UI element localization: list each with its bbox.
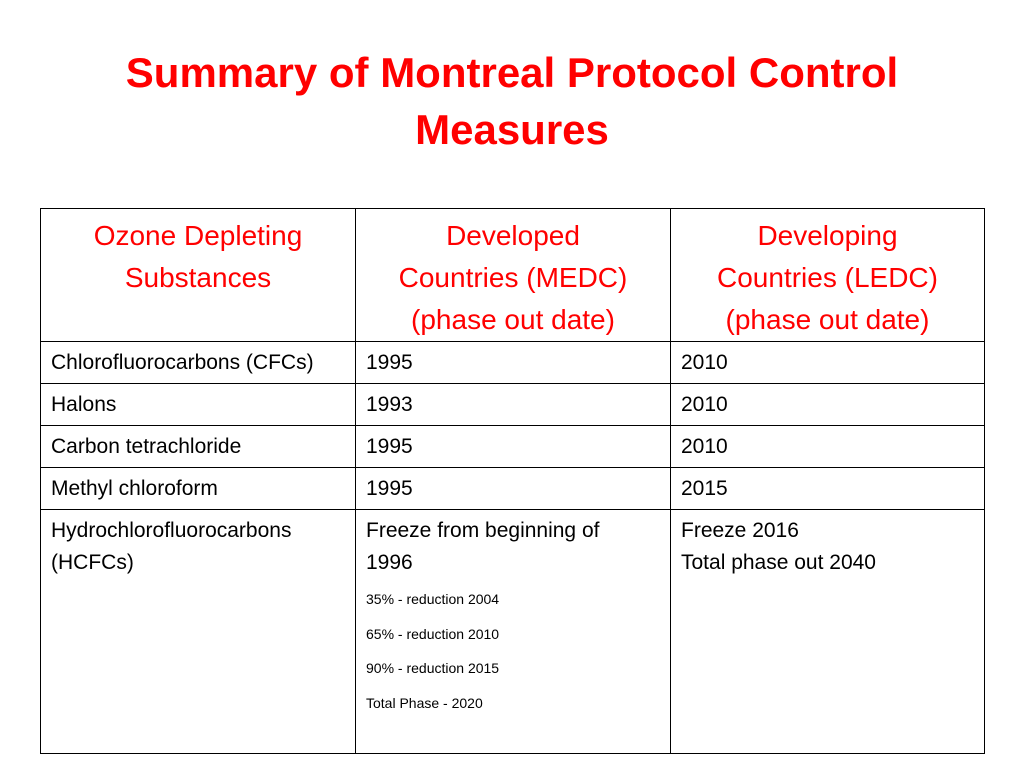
table-row: Chlorofluorocarbons (CFCs) 1995 2010 [40, 341, 985, 384]
substance-line: Hydrochlorofluorocarbons [51, 519, 292, 542]
table-row: Halons 1993 2010 [40, 383, 985, 426]
ledc-date-cell: 2010 [670, 425, 985, 468]
title-line-2: Measures [415, 106, 609, 153]
substance-cell: Halons [40, 383, 356, 426]
substance-cell: Methyl chloroform [40, 467, 356, 510]
ledc-line: Total phase out 2040 [681, 551, 876, 574]
reduction-step: 65% - reduction 2010 [366, 625, 500, 642]
table-row: Methyl chloroform 1995 2015 [40, 467, 985, 510]
ledc-line: Freeze 2016 [681, 519, 799, 542]
table-row-hcfc: Hydrochlorofluorocarbons (HCFCs) Freeze … [40, 509, 985, 754]
header-line: Ozone Depleting [93, 220, 303, 251]
header-developing: Developing Countries (LEDC) (phase out d… [670, 208, 985, 342]
header-line: Countries (LEDC) [717, 262, 938, 293]
header-line: Countries (MEDC) [398, 262, 628, 293]
header-line: (phase out date) [411, 304, 615, 335]
reduction-schedule: 35% - reduction 2004 65% - reduction 201… [366, 591, 660, 712]
header-line: Substances [124, 262, 272, 293]
reduction-step: 35% - reduction 2004 [366, 591, 500, 607]
medc-line: Freeze from beginning of [366, 519, 600, 542]
table-header-row: Ozone Depleting Substances Developed Cou… [40, 208, 985, 342]
header-substances: Ozone Depleting Substances [40, 208, 356, 342]
header-developed: Developed Countries (MEDC) (phase out da… [355, 208, 671, 342]
substance-cell: Chlorofluorocarbons (CFCs) [40, 341, 356, 384]
substance-line: (HCFCs) [51, 551, 134, 574]
reduction-step: 90% - reduction 2015 [366, 660, 500, 676]
slide-title: Summary of Montreal Protocol Control Mea… [60, 44, 964, 158]
header-line: Developed [446, 220, 580, 251]
substance-cell: Carbon tetrachloride [40, 425, 356, 468]
medc-date-cell: 1995 [355, 467, 671, 510]
ledc-date-cell: 2010 [670, 383, 985, 426]
control-measures-table: Ozone Depleting Substances Developed Cou… [40, 208, 985, 754]
medc-date-cell: 1995 [355, 425, 671, 468]
header-line: Developing [757, 220, 898, 251]
ledc-date-cell: 2015 [670, 467, 985, 510]
medc-date-cell: Freeze from beginning of 1996 35% - redu… [355, 509, 671, 754]
ledc-date-cell: Freeze 2016 Total phase out 2040 [670, 509, 985, 754]
medc-date-cell: 1995 [355, 341, 671, 384]
title-line-1: Summary of Montreal Protocol Control [125, 49, 899, 96]
medc-line: 1996 [366, 551, 413, 574]
medc-date-cell: 1993 [355, 383, 671, 426]
ledc-date-cell: 2010 [670, 341, 985, 384]
header-line: (phase out date) [725, 304, 930, 335]
reduction-step: Total Phase - 2020 [366, 694, 483, 711]
table-row: Carbon tetrachloride 1995 2010 [40, 425, 985, 468]
substance-cell: Hydrochlorofluorocarbons (HCFCs) [40, 509, 356, 754]
